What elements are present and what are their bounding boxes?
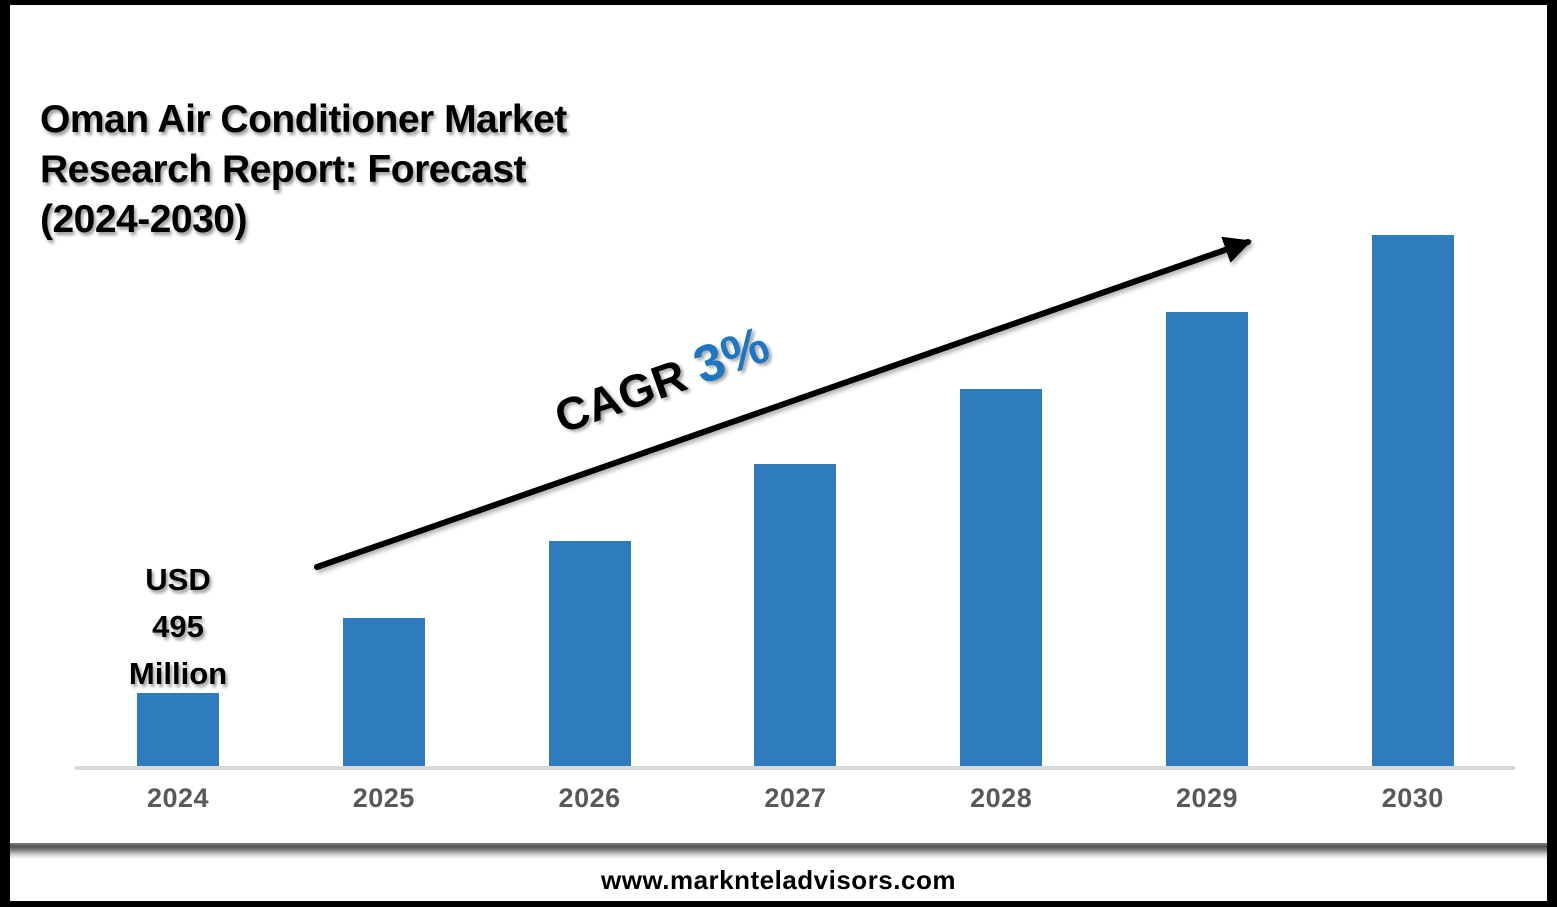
x-axis-line — [75, 766, 1515, 770]
chart-title-line-3: (2024-2030) — [40, 198, 247, 241]
frame-border-bottom — [0, 901, 1557, 907]
x-tick-label-2025: 2025 — [352, 783, 415, 813]
footer-website-url: www.marknteladvisors.com — [601, 864, 956, 895]
footer-bar: www.marknteladvisors.com — [10, 859, 1547, 901]
bar-2030 — [1371, 235, 1454, 767]
base-year-value-label: USD 495 Million — [58, 556, 298, 697]
x-tick-label-2024: 2024 — [146, 783, 210, 813]
x-tick-label-2026: 2026 — [558, 783, 621, 813]
bar-2025 — [342, 618, 425, 767]
frame-border-top — [0, 0, 1557, 5]
value-label-line-2: 495 — [152, 609, 204, 644]
bar-2027 — [754, 464, 837, 767]
value-label-line-1: USD — [145, 562, 211, 597]
frame-border-right — [1547, 0, 1557, 907]
bar-2024 — [137, 693, 219, 767]
x-tick-label-2030: 2030 — [1381, 783, 1444, 813]
x-tick-label-2028: 2028 — [970, 783, 1033, 813]
frame-border-left — [0, 0, 10, 907]
footer-shadow-divider — [10, 843, 1547, 859]
chart-title-line-2: Research Report: Forecast — [40, 148, 527, 191]
x-tick-label-2027: 2027 — [764, 783, 827, 813]
bar-2028 — [960, 389, 1043, 767]
chart-title: Oman Air Conditioner Market Research Rep… — [40, 95, 680, 245]
bar-2029 — [1166, 312, 1248, 767]
value-label-line-3: Million — [128, 656, 228, 691]
bar-2026 — [548, 541, 631, 767]
chart-title-line-1: Oman Air Conditioner Market — [40, 98, 567, 141]
x-tick-label-2029: 2029 — [1175, 783, 1239, 813]
